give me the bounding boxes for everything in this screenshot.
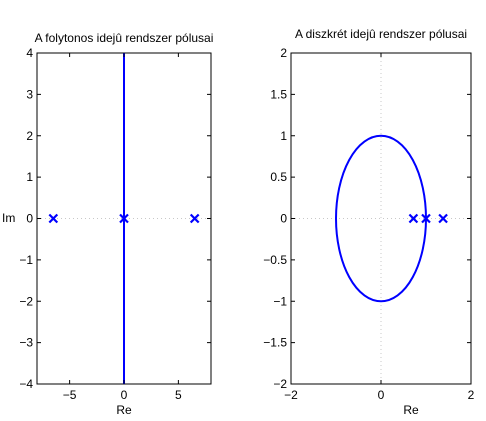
- discrete-chart-title: A diszkrét idejû rendszer pólusai: [295, 27, 467, 41]
- continuous-x-tick-label: 0: [121, 388, 128, 402]
- discrete-y-tick-label: 2: [280, 46, 287, 60]
- continuous-axis-ticks: −5 0 5 −4 −3 −2 −1 0 1 2 3 4: [19, 46, 211, 402]
- continuous-pole-marker: [48, 213, 59, 224]
- continuous-pole-chart: A folytonos idejû rendszer pólusai −5 0 5−…: [2, 31, 213, 417]
- continuous-y-tick-label: 2: [26, 129, 33, 143]
- continuous-y-tick-label: 0: [26, 212, 33, 226]
- discrete-pole-marker: [408, 213, 419, 224]
- discrete-x-axis-label: Re: [403, 403, 419, 417]
- continuous-pole-marker: [119, 213, 129, 224]
- discrete-y-tick-label: −1.5: [263, 336, 287, 350]
- discrete-y-tick-label: −1: [273, 294, 287, 308]
- discrete-y-tick-label: −2: [273, 377, 287, 391]
- continuous-pole-markers: [48, 213, 200, 224]
- discrete-x-tick-label: −2: [284, 388, 298, 402]
- continuous-y-tick-label: −3: [19, 336, 33, 350]
- continuous-y-tick-label: −1: [19, 253, 33, 267]
- continuous-y-tick-label: −4: [19, 377, 33, 391]
- discrete-y-tick-label: 0: [280, 212, 287, 226]
- discrete-pole-markers: [408, 213, 448, 224]
- discrete-y-tick-label: −0.5: [263, 253, 287, 267]
- continuous-pole-marker: [189, 213, 200, 224]
- discrete-axis-ticks: −2 0 2 −2 −1.5 −1 −0.5 0 0.5 1 1.5 2: [263, 46, 474, 402]
- continuous-chart-title: A folytonos idejû rendszer pólusai: [35, 31, 214, 45]
- discrete-pole-marker: [438, 213, 448, 224]
- discrete-x-tick-label: 2: [468, 388, 475, 402]
- continuous-y-tick-label: 3: [26, 87, 33, 101]
- continuous-y-tick-label: 1: [26, 170, 33, 184]
- continuous-reference-lines: [37, 53, 211, 384]
- continuous-x-axis-label: Re: [116, 403, 132, 417]
- continuous-y-tick-label: 4: [26, 46, 33, 60]
- discrete-y-tick-label: 1: [280, 129, 287, 143]
- discrete-y-tick-label: 0.5: [270, 170, 287, 184]
- continuous-y-tick-label: −2: [19, 294, 33, 308]
- discrete-y-tick-label: 1.5: [270, 87, 287, 101]
- continuous-x-tick-label: −5: [63, 388, 77, 402]
- discrete-pole-chart: A diszkrét idejû rendszer pólusai −2 0 2−2…: [263, 27, 474, 417]
- discrete-pole-marker: [421, 213, 431, 224]
- discrete-x-tick-label: 0: [378, 388, 385, 402]
- continuous-y-axis-label: Im: [2, 211, 15, 225]
- continuous-x-tick-label: 5: [175, 388, 182, 402]
